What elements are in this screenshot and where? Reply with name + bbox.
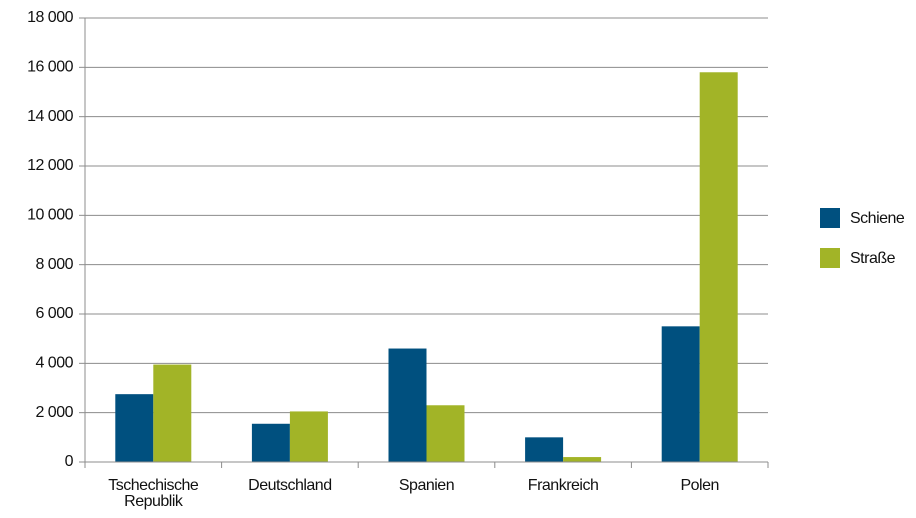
y-tick-label: 6 000 bbox=[35, 305, 73, 322]
bar bbox=[153, 364, 192, 462]
y-tick-label: 0 bbox=[65, 453, 74, 470]
y-tick-label: 12 000 bbox=[27, 157, 74, 174]
bar bbox=[661, 326, 700, 462]
y-tick-label: 2 000 bbox=[35, 404, 73, 421]
legend-swatch bbox=[820, 248, 840, 268]
bar bbox=[289, 411, 328, 462]
y-tick-label: 10 000 bbox=[27, 207, 74, 224]
bar bbox=[699, 72, 738, 463]
bar bbox=[426, 405, 465, 462]
bar bbox=[563, 457, 602, 462]
x-tick-label: Spanien bbox=[398, 477, 455, 494]
legend-label: Straße bbox=[850, 250, 896, 267]
x-tick-label: Frankreich bbox=[527, 477, 599, 494]
x-tick-label: Polen bbox=[680, 477, 719, 494]
y-tick-label: 16 000 bbox=[27, 59, 74, 76]
bar bbox=[251, 423, 290, 462]
bar bbox=[115, 394, 154, 462]
y-tick-label: 8 000 bbox=[35, 256, 73, 273]
legend-label: Schiene bbox=[850, 210, 905, 227]
x-tick-label: Deutschland bbox=[248, 477, 332, 494]
y-tick-label: 4 000 bbox=[35, 355, 73, 372]
bar bbox=[388, 348, 427, 462]
y-tick-label: 18 000 bbox=[27, 9, 74, 26]
y-tick-label: 14 000 bbox=[27, 108, 74, 125]
legend-swatch bbox=[820, 208, 840, 228]
bar bbox=[525, 437, 564, 462]
x-tick-label: Tschechische Republik bbox=[108, 477, 199, 510]
